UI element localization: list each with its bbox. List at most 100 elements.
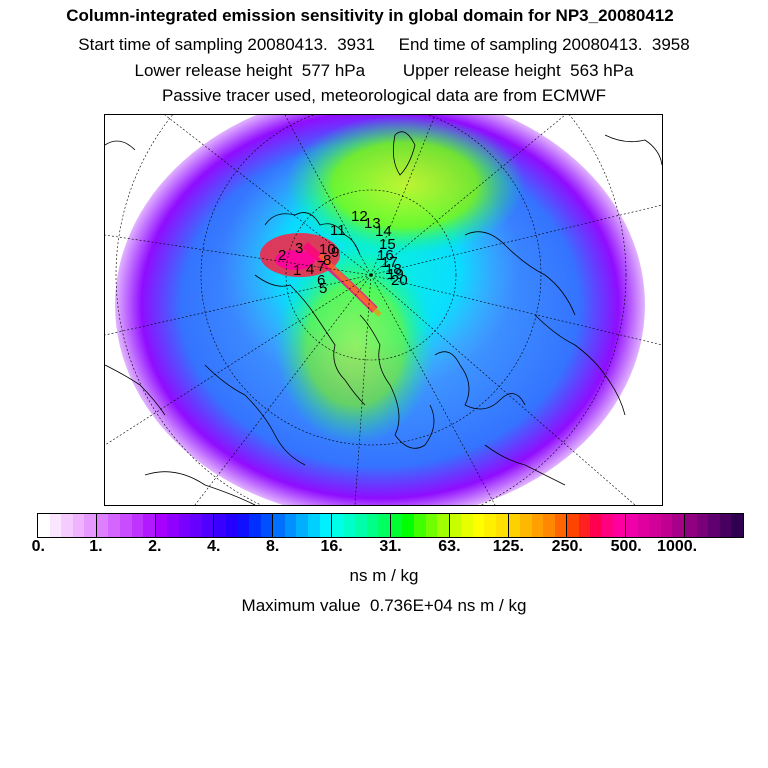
colorbar-tick-label: 1.	[89, 538, 103, 555]
trajectory-label-2: 2	[278, 247, 286, 264]
colorbar-cell	[95, 514, 109, 537]
trajectory-label-5: 5	[319, 280, 327, 297]
tracer-info-line: Passive tracer used, meteorological data…	[161, 86, 607, 105]
trajectory-label-20: 20	[391, 272, 408, 289]
colorbar-cell	[425, 514, 438, 537]
trajectory-label-6: 6	[317, 272, 325, 289]
colorbar-cell	[613, 514, 626, 537]
colorbar-cell	[683, 514, 697, 537]
colorbar-ticks: 0. 1. 2. 4. 8. 16. 31. 63. 125. 250. 500. 1000.	[0, 538, 768, 558]
colorbar-tick-label: 250.	[551, 538, 583, 555]
colorbar-tick-label: 125.	[492, 538, 524, 555]
colorbar-cell	[72, 514, 85, 537]
colorbar-cell	[602, 514, 614, 537]
colorbar-cell	[414, 514, 426, 537]
colorbar-tick-label: 0.	[31, 538, 46, 555]
colorbar-cell	[660, 514, 673, 537]
colorbar-cell	[38, 514, 50, 537]
colorbar-cell	[331, 514, 344, 537]
colorbar-cell	[49, 514, 62, 537]
colorbar-cell	[61, 514, 73, 537]
colorbar-cell	[672, 514, 684, 537]
trajectory-label-19: 19	[387, 266, 404, 283]
colorbar-cell	[296, 514, 308, 537]
colorbar-cell	[696, 514, 709, 537]
colorbar-cell	[531, 514, 544, 537]
colorbar-cell	[213, 514, 226, 537]
colorbar-cell	[108, 514, 120, 537]
colorbar-cell	[119, 514, 132, 537]
colorbar-cell	[178, 514, 191, 537]
colorbar-cell	[402, 514, 414, 537]
colorbar-tick-label: 8.	[265, 538, 280, 555]
colorbar-cell	[154, 514, 168, 537]
colorbar-cell	[448, 514, 462, 537]
colorbar-cell	[260, 514, 273, 537]
trajectory-label-12: 12	[351, 208, 368, 225]
trajectory-label-10: 10	[319, 241, 336, 258]
colorbar-cell	[495, 514, 508, 537]
coastlines	[105, 131, 662, 505]
colorbar-cell	[543, 514, 555, 537]
colorbar-cell	[472, 514, 485, 537]
colorbar-unit: ns m / kg	[349, 566, 419, 585]
colorbar-cell	[566, 514, 579, 537]
colorbar-cell	[554, 514, 567, 537]
colorbar-cell	[343, 514, 356, 537]
sensitivity-field	[115, 115, 645, 505]
colorbar-cell	[461, 514, 473, 537]
sampling-time-line: Start time of sampling 20080413. 3931 En…	[78, 35, 690, 54]
trajectory-label-17: 17	[381, 254, 398, 271]
colorbar-tick-label: 1000.	[657, 538, 698, 555]
colorbar-tick-label: 4.	[207, 538, 221, 555]
colorbar-cell	[649, 514, 661, 537]
colorbar-cell	[190, 514, 202, 537]
colorbar-cell	[484, 514, 496, 537]
colorbar-cell	[708, 514, 720, 537]
polar-map-svg: 1 2 3 4 5 6 7 8 9 10 11 12 13 14 15 16 1…	[105, 115, 662, 505]
colorbar-cell	[143, 514, 155, 537]
trajectory-label-9: 9	[331, 244, 339, 261]
trajectory-label-8: 8	[323, 252, 331, 269]
colorbar-cell	[84, 514, 96, 537]
colorbar-cell	[719, 514, 732, 537]
colorbar-cell	[284, 514, 297, 537]
colorbar-cell	[167, 514, 179, 537]
colorbar-tick-label: 2.	[148, 538, 162, 555]
trajectory-label-18: 18	[385, 261, 402, 278]
colorbar-cell	[378, 514, 390, 537]
colorbar-tick-label: 16.	[320, 538, 343, 555]
colorbar-tick-label: 63.	[438, 538, 461, 555]
colorbar-cell	[389, 514, 403, 537]
colorbar-cell	[249, 514, 261, 537]
trajectory-labels: 1 2 3 4 5 6 7 8 9 10 11 12 13 14 15 16 1…	[278, 208, 408, 297]
trajectory-label-14: 14	[375, 223, 392, 240]
colorbar	[37, 513, 744, 538]
colorbar-cell	[437, 514, 449, 537]
trajectory-label-11: 11	[330, 222, 346, 239]
trajectory-label-13: 13	[364, 215, 381, 232]
sensitivity-map: 1 2 3 4 5 6 7 8 9 10 11 12 13 14 15 16 1…	[104, 114, 663, 506]
colorbar-cell	[237, 514, 250, 537]
colorbar-cell	[355, 514, 367, 537]
colorbar-tick-label: 31.	[379, 538, 402, 555]
colorbar-cell	[520, 514, 532, 537]
colorbar-cell	[366, 514, 379, 537]
trajectory-label-1: 1	[293, 262, 301, 279]
trajectory-label-16: 16	[377, 247, 394, 264]
release-height-line: Lower release height 577 hPa Upper relea…	[134, 61, 634, 80]
colorbar-tick-label: 500.	[610, 538, 642, 555]
colorbar-cell	[590, 514, 602, 537]
colorbar-cell	[319, 514, 332, 537]
colorbar-cell	[637, 514, 650, 537]
colorbar-cell	[272, 514, 285, 537]
maximum-value-label: Maximum value 0.736E+04 ns m / kg	[241, 596, 527, 615]
colorbar-cell	[578, 514, 591, 537]
colorbar-cell	[201, 514, 214, 537]
colorbar-cell	[507, 514, 521, 537]
trajectory-label-3: 3	[295, 240, 303, 257]
trajectory-label-4: 4	[306, 261, 314, 278]
graticule	[105, 115, 662, 505]
trajectory-label-15: 15	[379, 236, 396, 253]
colorbar-cell	[731, 514, 743, 537]
